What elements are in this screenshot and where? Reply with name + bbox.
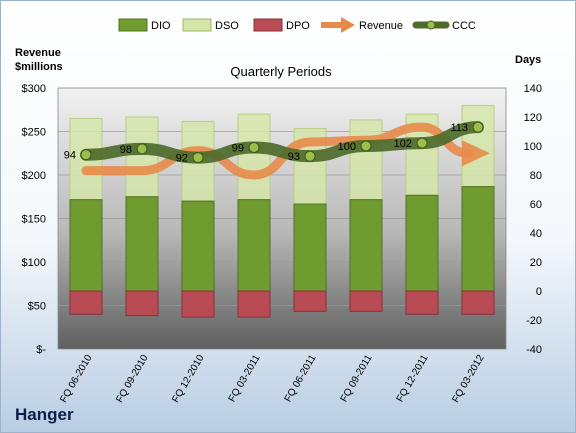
dio-bar (461, 186, 495, 292)
company-name: Hanger (15, 405, 74, 424)
ccc-point (192, 152, 204, 164)
category-label: FQ 09-2011 (339, 353, 375, 404)
left-tick-label: $300 (22, 83, 46, 95)
dpo-bar (125, 290, 159, 317)
category-label: FQ 12-2010 (170, 353, 206, 405)
ccc-data-label: 93 (288, 151, 300, 163)
dio-bar (181, 200, 215, 292)
dio-bar (293, 203, 327, 292)
dso-bar (349, 119, 383, 201)
category-label: FQ 06-2010 (58, 353, 94, 405)
ccc-data-label: 92 (176, 153, 188, 165)
left-axis-label: Revenue (15, 47, 61, 59)
ccc-data-label: 100 (338, 141, 356, 153)
legend-label-dpo: DPO (286, 20, 310, 32)
right-tick-label: 40 (530, 228, 542, 240)
legend-point-ccc (426, 20, 436, 30)
revenue-line (81, 122, 473, 180)
ccc-data-label: 102 (394, 138, 412, 150)
legend-label-dso: DSO (215, 20, 239, 32)
right-axis-label: Days (515, 54, 541, 66)
dpo-bar (405, 290, 439, 315)
left-tick-label: $- (36, 344, 46, 356)
left-axis-label: $millions (15, 61, 63, 73)
left-tick-label: $100 (22, 257, 46, 269)
ccc-point (136, 143, 148, 155)
legend-swatch-dpo (253, 18, 283, 32)
ccc-point (80, 149, 92, 161)
right-tick-label: 140 (524, 83, 542, 95)
dpo-bar (237, 290, 271, 318)
dso-bar (125, 116, 159, 198)
legend-label-ccc: CCC (452, 20, 476, 32)
ccc-point (248, 141, 260, 153)
legend-label-revenue: Revenue (359, 20, 403, 32)
category-label: FQ 03-2012 (450, 353, 486, 405)
dio-bar (237, 199, 271, 292)
dpo-bar (461, 290, 495, 315)
ccc-data-label: 99 (232, 142, 244, 154)
dio-bar (125, 196, 159, 292)
ccc-data-label: 98 (120, 144, 132, 156)
dso-bar (237, 113, 271, 201)
right-tick-label: 20 (530, 257, 542, 269)
ccc-data-label: 113 (450, 122, 468, 134)
legend-swatch-dio (118, 18, 148, 32)
chart-title: Quarterly Periods (230, 64, 332, 79)
right-tick-label: 120 (524, 112, 542, 124)
legend-swatch-dso (182, 18, 212, 32)
dpo-bar (293, 290, 327, 312)
ccc-point (472, 121, 484, 133)
category-label: FQ 12-2011 (395, 353, 431, 404)
dpo-bar (69, 290, 103, 315)
ccc-point (416, 137, 428, 149)
legend-arrowhead (341, 17, 355, 33)
dpo-bar (181, 290, 215, 318)
right-tick-label: 80 (530, 170, 542, 182)
category-label: FQ 09-2010 (114, 353, 150, 405)
left-tick-label: $200 (22, 170, 46, 182)
dpo-bar (349, 290, 383, 312)
ccc-data-label: 94 (64, 150, 76, 162)
left-tick-label: $50 (28, 301, 46, 313)
dio-bar (405, 194, 439, 292)
dio-bar (69, 199, 103, 292)
legend-label-dio: DIO (151, 20, 171, 32)
left-tick-label: $150 (22, 214, 46, 226)
dio-bar (349, 199, 383, 292)
left-tick-label: $250 (22, 127, 46, 139)
right-tick-label: 60 (530, 199, 542, 211)
right-tick-label: 100 (524, 141, 542, 153)
category-label: FQ 03-2011 (227, 353, 263, 404)
revenue-arrowhead (462, 140, 490, 167)
right-tick-label: -20 (526, 315, 542, 327)
ccc-point (360, 140, 372, 152)
right-tick-label: 0 (536, 286, 542, 298)
right-tick-label: -40 (526, 344, 542, 356)
category-label: FQ 06-2011 (283, 353, 319, 404)
ccc-point (304, 150, 316, 162)
